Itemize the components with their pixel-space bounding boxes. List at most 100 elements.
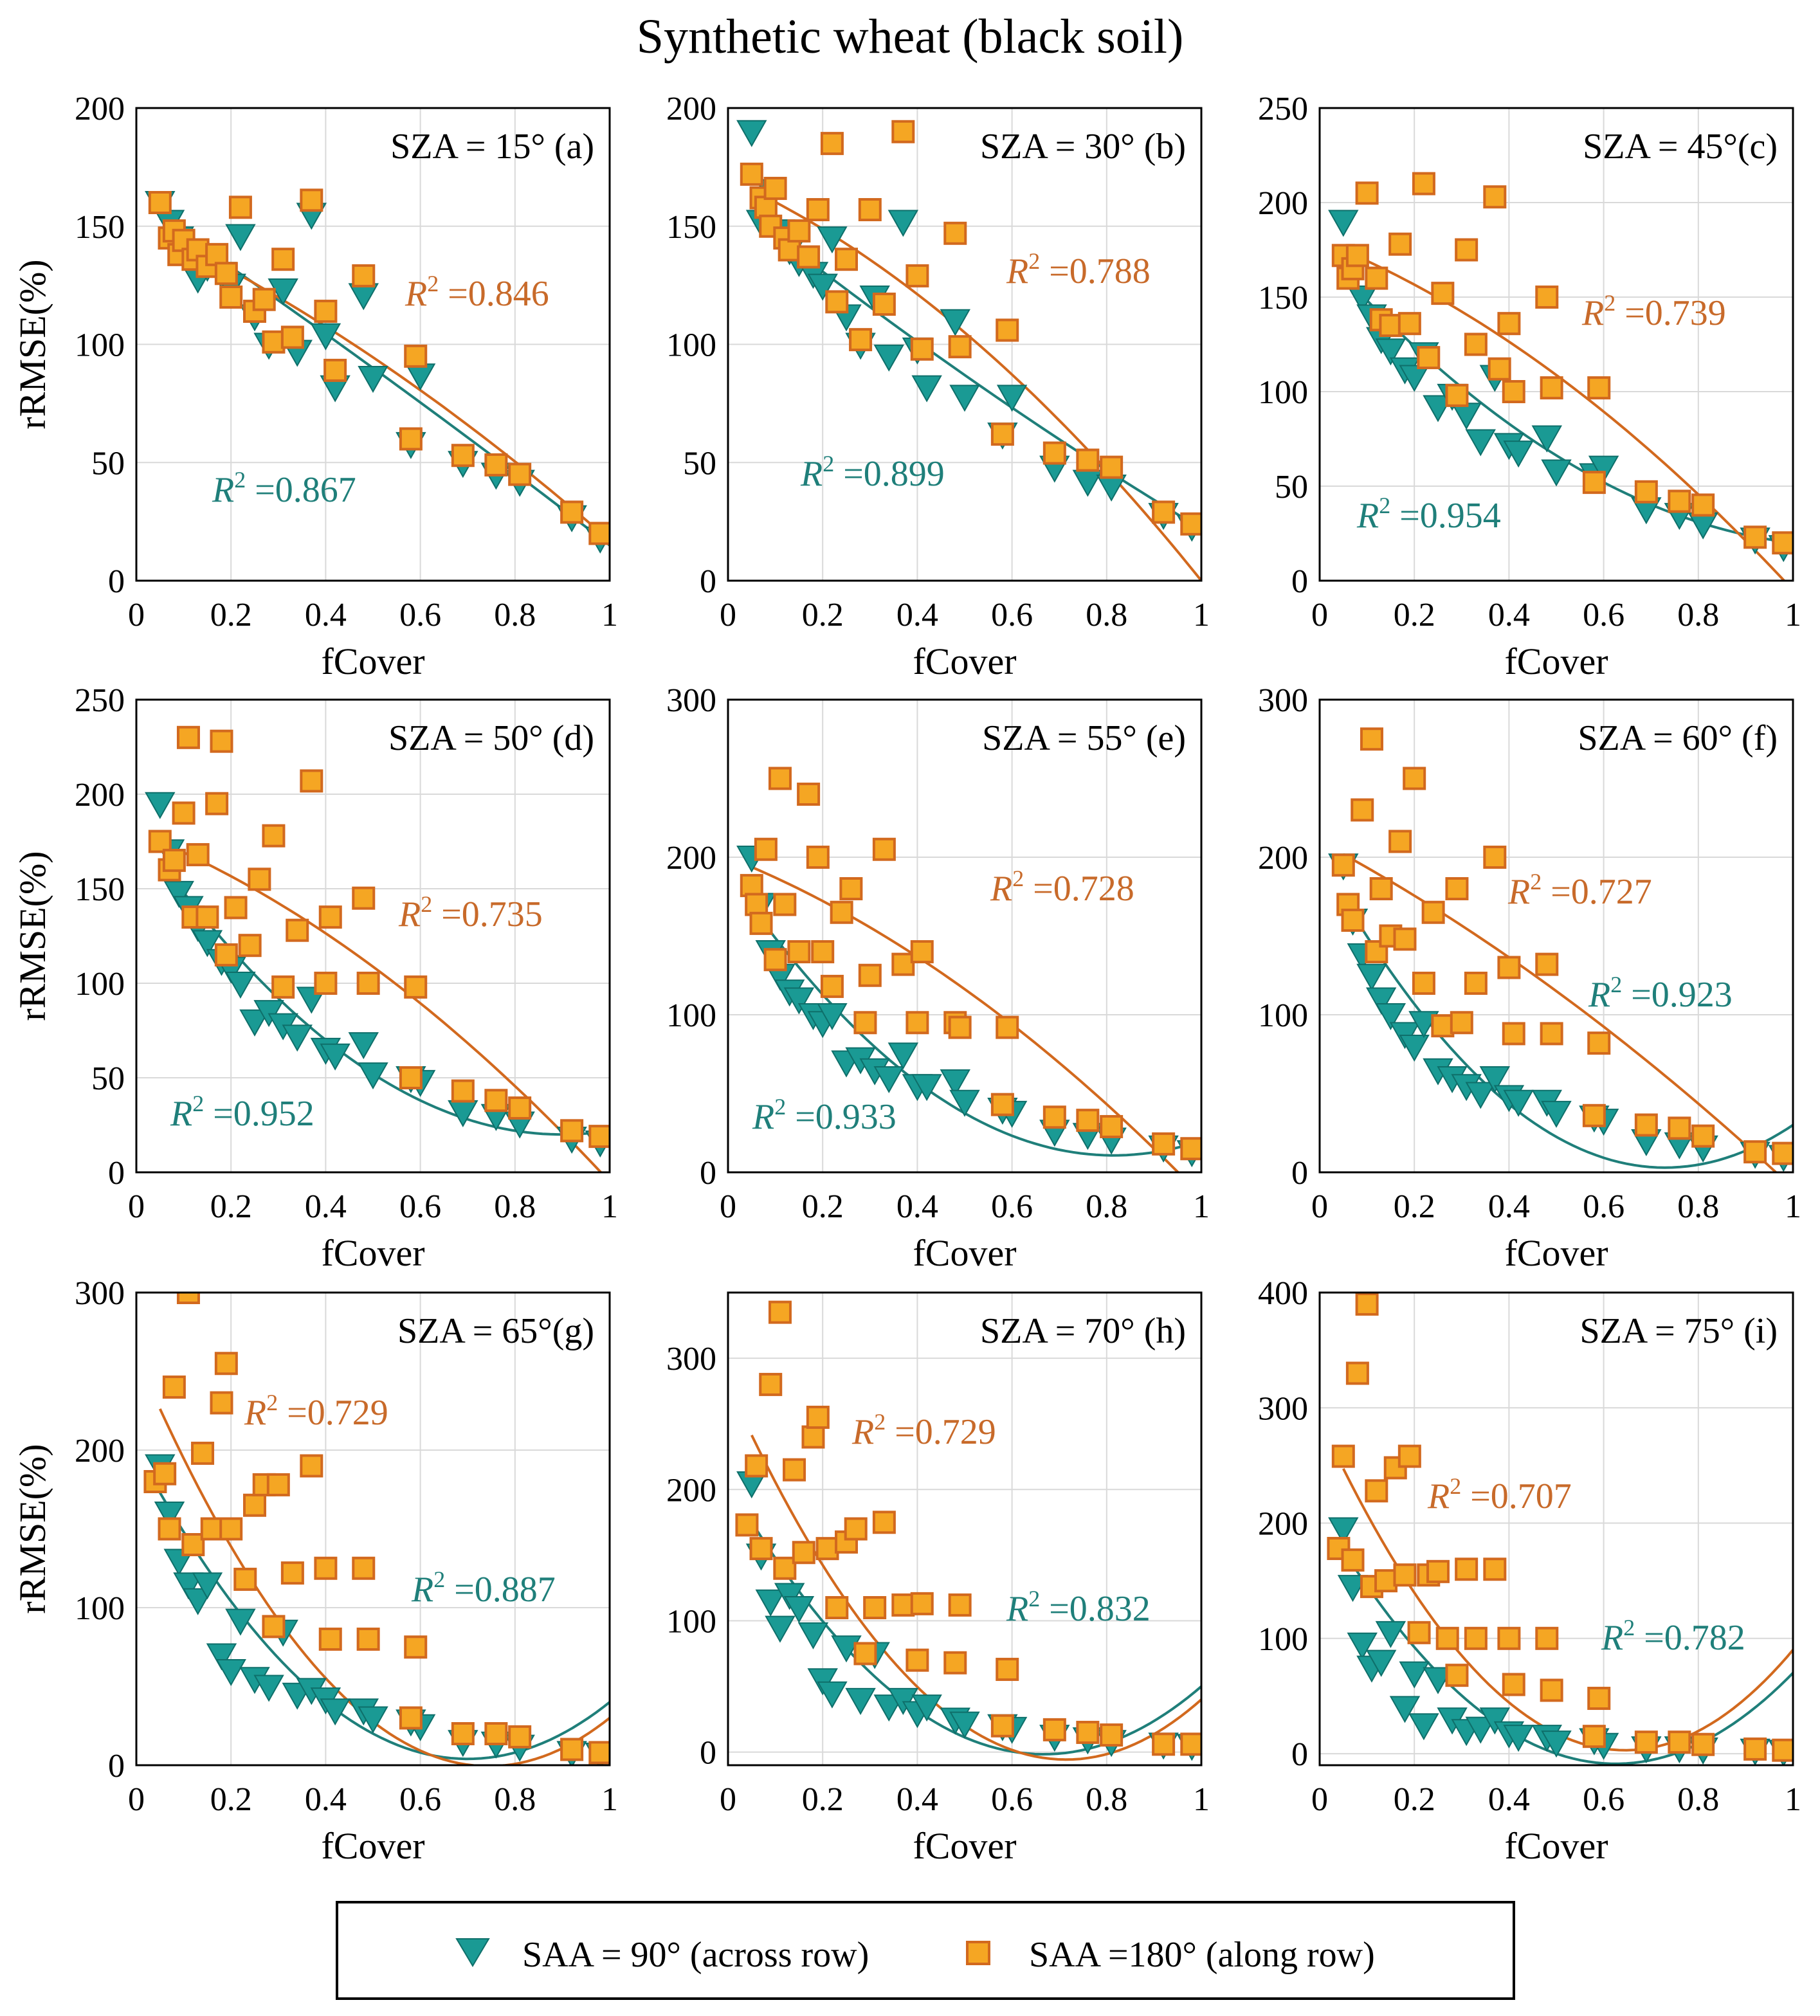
x-tick-label: 0 [128, 1188, 145, 1225]
marker-saa180 [905, 1648, 929, 1672]
marker-saa180 [210, 729, 233, 753]
x-tick-label: 0.6 [991, 1781, 1033, 1818]
marker-saa180 [1431, 1014, 1455, 1038]
marker-saa180 [560, 500, 584, 524]
panel-h: 0 0.2 0.4 0.6 0.8 1 0 100 200 300 fCover SZA = 70° … [666, 1291, 1210, 1867]
x-tick-label: 0.8 [1086, 1781, 1127, 1818]
marker-saa180 [1691, 493, 1715, 517]
marker-saa180 [200, 1517, 224, 1541]
fit-line-saa90 [751, 905, 1201, 1157]
marker-saa180 [508, 1096, 532, 1120]
marker-saa180 [404, 975, 428, 999]
figure-title: Synthetic wheat (black soil) [637, 10, 1184, 64]
marker-saa180 [1743, 525, 1767, 549]
marker-saa90 [1503, 440, 1534, 468]
panels-group: 0 0.2 0.4 0.6 0.8 1050100150200fCoverrRMSE(%)… [12, 91, 1801, 1867]
marker-saa90 [358, 1062, 388, 1090]
marker-saa180 [219, 286, 243, 309]
r2-value: =0.923 [1622, 975, 1733, 1015]
marker-saa90 [1328, 1517, 1359, 1545]
marker-saa180 [158, 1517, 181, 1541]
marker-saa180 [1455, 1557, 1479, 1581]
marker-saa180 [740, 874, 763, 898]
marker-saa90 [1541, 1100, 1572, 1128]
marker-saa90 [1423, 395, 1453, 422]
marker-saa180 [399, 1066, 423, 1089]
y-tick-label: 300 [666, 682, 716, 719]
x-tick-label: 0.2 [210, 597, 252, 633]
x-axis-label: fCover [1504, 1232, 1608, 1274]
marker-saa90 [320, 1698, 350, 1726]
r2-label-saa180: R2 =0.846 [405, 271, 549, 314]
marker-saa180 [399, 427, 423, 451]
axes-box [1318, 107, 1794, 582]
marker-saa180 [1341, 1548, 1365, 1572]
marker-saa180 [754, 195, 778, 219]
r2-value: =0.727 [1542, 872, 1652, 912]
r2-symbol: R [405, 274, 427, 314]
marker-saa180 [745, 893, 769, 916]
x-tick-label: 0 [1311, 1188, 1328, 1225]
marker-saa180 [1152, 1132, 1176, 1156]
marker-saa180 [228, 195, 252, 219]
r2-value: =0.846 [439, 274, 549, 314]
marker-saa180 [1042, 1105, 1066, 1129]
axes-box [727, 1291, 1203, 1766]
marker-saa90 [817, 1003, 848, 1031]
r2-superscript: 2 [1028, 248, 1040, 274]
r2-superscript: 2 [1028, 1586, 1040, 1612]
marker-saa90 [358, 1706, 388, 1734]
fit-line-saa90 [1342, 1549, 1793, 1765]
marker-saa180 [1180, 1137, 1201, 1161]
legend-marker-triangle [455, 1938, 490, 1967]
marker-saa90 [253, 1000, 284, 1028]
x-tick-label: 0.4 [1488, 1781, 1530, 1818]
marker-saa180 [1483, 846, 1507, 869]
marker-saa180 [1668, 1116, 1691, 1140]
marker-saa180 [1369, 877, 1393, 900]
marker-saa180 [1488, 357, 1511, 381]
marker-saa90 [268, 278, 298, 306]
x-tick-label: 0.2 [802, 597, 844, 633]
marker-saa180 [1421, 900, 1445, 924]
x-tick-label: 1 [601, 597, 618, 633]
marker-saa180 [238, 934, 262, 958]
marker-saa180 [1535, 952, 1559, 976]
marker-saa90 [1423, 1667, 1453, 1694]
r2-value: =0.707 [1461, 1476, 1572, 1516]
y-tick-label: 150 [666, 209, 716, 246]
marker-saa180 [356, 972, 380, 995]
marker-saa180 [1345, 1361, 1369, 1385]
r2-value: =0.954 [1390, 496, 1501, 536]
marker-saa180 [1393, 1563, 1417, 1587]
marker-saa180 [1365, 1479, 1388, 1503]
marker-saa90 [192, 930, 223, 958]
marker-saa90 [817, 226, 848, 254]
r2-label-saa90: R2 =0.952 [170, 1091, 314, 1134]
marker-saa90 [873, 1066, 904, 1094]
marker-saa90 [358, 365, 388, 393]
x-tick-label: 0.6 [1583, 597, 1624, 633]
plot-area [736, 767, 1201, 1172]
y-tick-label: 50 [1275, 469, 1308, 505]
axes-box [1318, 1291, 1794, 1766]
marker-saa180 [1691, 1732, 1715, 1756]
marker-saa180 [1634, 1113, 1658, 1137]
x-tick-label: 0.6 [991, 597, 1033, 633]
marker-saa180 [768, 1300, 792, 1324]
marker-saa180 [990, 1093, 1014, 1116]
marker-saa180 [1587, 1031, 1611, 1055]
y-tick-label: 200 [75, 1433, 125, 1469]
marker-saa180 [910, 940, 934, 963]
y-tick-label: 100 [1258, 374, 1308, 411]
r2-value: =0.739 [1615, 293, 1726, 333]
marker-saa180 [815, 1537, 839, 1561]
panel-i: 0 0.2 0.4 0.6 0.8 1 0 100 200 300 400 fCover SZA = 7… [1258, 1275, 1801, 1867]
y-tick-label: 100 [1258, 1621, 1308, 1658]
marker-saa180 [196, 905, 219, 929]
r2-label-saa90: R2 =0.887 [411, 1566, 556, 1610]
x-tick-label: 0.8 [1086, 1188, 1127, 1225]
x-tick-label: 0 [128, 597, 145, 633]
marker-saa90 [1479, 1066, 1511, 1094]
